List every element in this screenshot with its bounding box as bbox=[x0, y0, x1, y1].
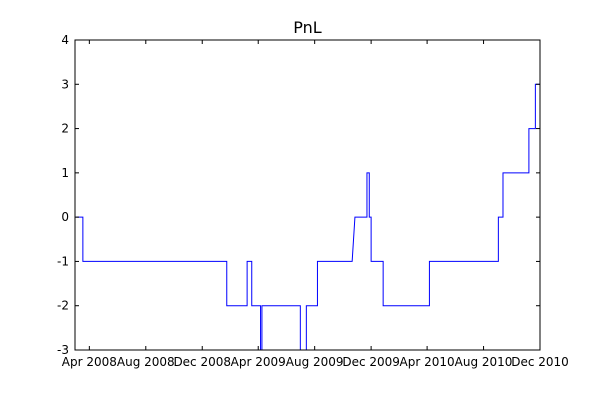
y-tick-label: -3 bbox=[57, 343, 69, 357]
y-tick-label: 1 bbox=[61, 166, 69, 180]
x-tick-label: Apr 2010 bbox=[400, 355, 455, 369]
x-tick-label: Apr 2008 bbox=[62, 355, 117, 369]
x-tick-label: Aug 2010 bbox=[455, 355, 513, 369]
chart-title: PnL bbox=[293, 18, 322, 37]
y-tick-label: 2 bbox=[61, 122, 69, 136]
x-tick-label: Aug 2008 bbox=[117, 355, 175, 369]
y-tick-label: -2 bbox=[57, 299, 69, 313]
x-tick-label: Dec 2008 bbox=[173, 355, 231, 369]
series-layer bbox=[76, 40, 541, 351]
x-tick-label: Apr 2009 bbox=[231, 355, 286, 369]
x-tick-label: Dec 2009 bbox=[342, 355, 400, 369]
y-tick-label: 4 bbox=[61, 33, 69, 47]
plot-frame bbox=[74, 39, 541, 351]
x-tick-label: Aug 2009 bbox=[286, 355, 344, 369]
plot-area bbox=[75, 40, 540, 350]
x-tick-label: Dec 2010 bbox=[511, 355, 569, 369]
y-tick-label: -1 bbox=[57, 254, 69, 268]
pnl-series-line bbox=[76, 40, 541, 351]
y-tick-label: 3 bbox=[61, 77, 69, 91]
y-tick-label: 0 bbox=[61, 210, 69, 224]
